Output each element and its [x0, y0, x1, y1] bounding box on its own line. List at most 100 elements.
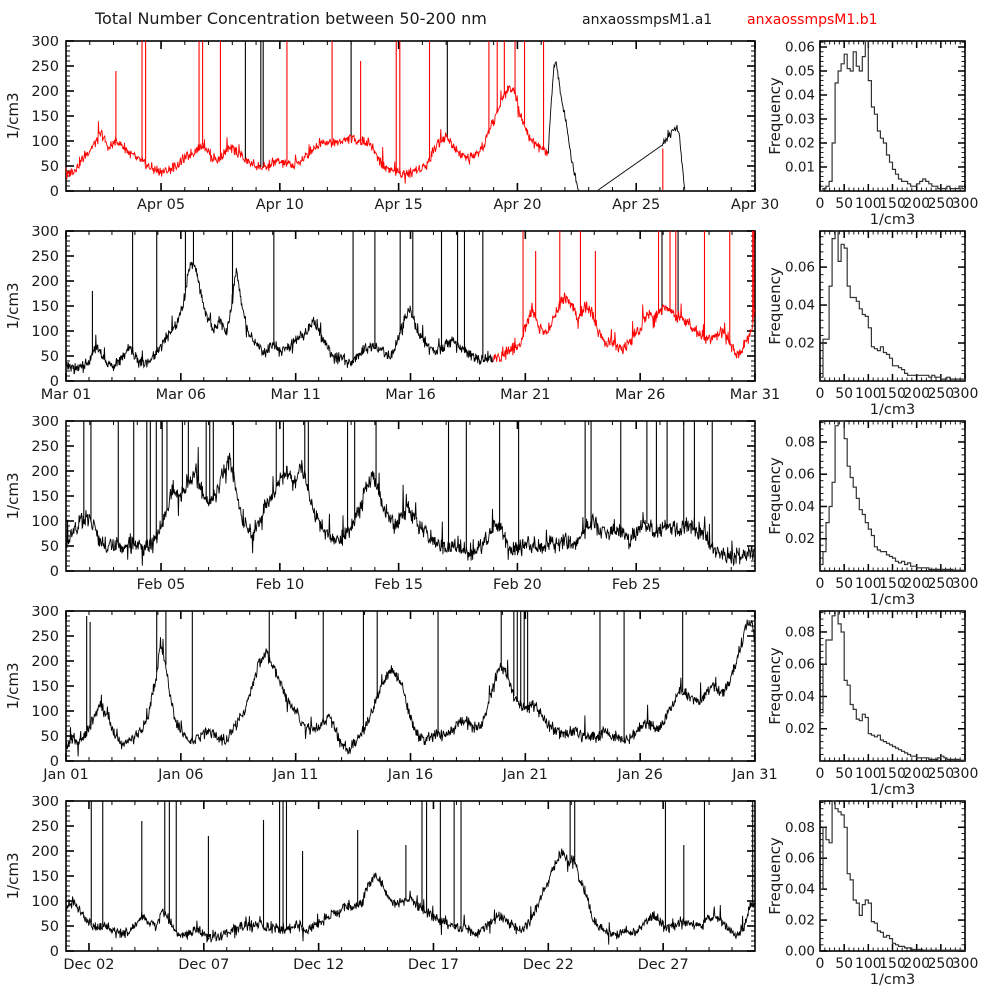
series-red-apr — [65, 84, 549, 184]
svg-text:300: 300 — [952, 576, 979, 592]
svg-text:1/cm3: 1/cm3 — [870, 212, 915, 226]
svg-text:Mar 26: Mar 26 — [615, 387, 665, 403]
svg-text:Frequency: Frequency — [766, 837, 784, 915]
svg-text:100: 100 — [855, 766, 882, 782]
svg-text:Jan 21: Jan 21 — [502, 767, 548, 783]
svg-text:Frequency: Frequency — [766, 647, 784, 725]
svg-text:0: 0 — [816, 766, 825, 782]
svg-text:0.04: 0.04 — [785, 88, 815, 104]
svg-text:Apr 05: Apr 05 — [137, 197, 185, 213]
svg-text:200: 200 — [31, 654, 59, 670]
svg-text:0.02: 0.02 — [785, 913, 815, 929]
svg-text:250: 250 — [927, 196, 954, 212]
svg-text:50: 50 — [835, 956, 853, 972]
svg-text:Feb 15: Feb 15 — [374, 577, 423, 593]
svg-text:Mar 11: Mar 11 — [270, 387, 320, 403]
svg-text:Dec 07: Dec 07 — [178, 957, 229, 973]
svg-text:Jan 16: Jan 16 — [387, 767, 433, 783]
svg-text:100: 100 — [31, 324, 59, 340]
series-black-dec — [65, 848, 756, 945]
svg-text:150: 150 — [31, 679, 59, 695]
svg-text:Feb 25: Feb 25 — [612, 577, 661, 593]
svg-text:100: 100 — [31, 134, 59, 150]
svg-text:Jan 26: Jan 26 — [616, 767, 662, 783]
svg-text:0: 0 — [816, 956, 825, 972]
svg-text:50: 50 — [835, 576, 853, 592]
svg-text:Dec 22: Dec 22 — [523, 957, 574, 973]
svg-text:0.05: 0.05 — [785, 64, 815, 80]
svg-text:Mar 31: Mar 31 — [730, 387, 780, 403]
svg-text:50: 50 — [41, 159, 59, 175]
svg-text:Frequency: Frequency — [766, 267, 784, 345]
svg-text:0.04: 0.04 — [785, 689, 815, 705]
svg-text:0: 0 — [50, 754, 59, 770]
svg-text:0: 0 — [50, 374, 59, 390]
svg-text:200: 200 — [31, 274, 59, 290]
histogram-outline-apr — [820, 40, 966, 192]
svg-text:300: 300 — [31, 416, 59, 430]
svg-text:200: 200 — [903, 766, 930, 782]
panel-row-mar: Mar 01 Mar 06 Mar 11 Mar 16 Mar 21 Mar 26 Mar … — [4, 226, 979, 416]
svg-text:150: 150 — [31, 299, 59, 315]
series-black-apr — [597, 144, 663, 191]
svg-text:0: 0 — [50, 564, 59, 580]
svg-text:0.08: 0.08 — [785, 820, 815, 836]
svg-text:Frequency: Frequency — [766, 457, 784, 535]
svg-text:Apr 20: Apr 20 — [493, 197, 541, 213]
svg-text:Mar 01: Mar 01 — [41, 387, 91, 403]
svg-text:0.06: 0.06 — [785, 657, 815, 673]
svg-text:250: 250 — [31, 249, 59, 265]
svg-text:250: 250 — [31, 59, 59, 75]
svg-text:100: 100 — [855, 956, 882, 972]
panel-row-dec: Dec 02 Dec 07 Dec 12 Dec 17 Dec 22 Dec 270501… — [4, 796, 978, 986]
timeseries-plot-jan: Jan 01 Jan 06 Jan 11 Jan 16 Jan 21 Jan 26 Jan … — [4, 606, 778, 783]
svg-text:300: 300 — [952, 386, 979, 402]
svg-text:200: 200 — [903, 386, 930, 402]
series-red-mar — [492, 292, 756, 363]
svg-text:300: 300 — [31, 36, 59, 50]
svg-text:0: 0 — [816, 576, 825, 592]
svg-text:0.02: 0.02 — [785, 136, 815, 152]
svg-text:250: 250 — [31, 819, 59, 835]
svg-text:150: 150 — [31, 109, 59, 125]
svg-text:0.02: 0.02 — [785, 721, 815, 737]
svg-text:Jan 06: Jan 06 — [157, 767, 203, 783]
svg-text:Dec 02: Dec 02 — [63, 957, 114, 973]
svg-text:300: 300 — [31, 606, 59, 620]
svg-text:0.00: 0.00 — [785, 944, 815, 960]
svg-text:Jan 11: Jan 11 — [272, 767, 318, 783]
svg-text:200: 200 — [31, 84, 59, 100]
svg-text:1/cm3: 1/cm3 — [4, 473, 22, 520]
svg-text:100: 100 — [855, 576, 882, 592]
svg-text:Apr 25: Apr 25 — [612, 197, 660, 213]
svg-text:Apr 30: Apr 30 — [731, 197, 779, 213]
svg-text:50: 50 — [41, 919, 59, 935]
svg-text:1/cm3: 1/cm3 — [4, 93, 22, 140]
svg-text:250: 250 — [31, 629, 59, 645]
svg-text:Mar 21: Mar 21 — [500, 387, 550, 403]
timeseries-plot-mar: Mar 01 Mar 06 Mar 11 Mar 16 Mar 21 Mar 26 Mar … — [4, 226, 780, 403]
figure-title: Total Number Concentration between 50-20… — [95, 9, 487, 28]
svg-text:0.02: 0.02 — [785, 531, 815, 547]
svg-text:Feb 05: Feb 05 — [137, 577, 186, 593]
svg-text:0.08: 0.08 — [785, 434, 815, 450]
panel-row-jan: Jan 01 Jan 06 Jan 11 Jan 16 Jan 21 Jan 26 Jan … — [4, 606, 978, 796]
svg-text:0.04: 0.04 — [785, 882, 815, 898]
timeseries-plot-feb: Feb 05 Feb 10 Feb 15 Feb 20 Feb 25 0 50 100 150 2… — [4, 416, 756, 593]
svg-text:Dec 27: Dec 27 — [638, 957, 689, 973]
svg-text:0: 0 — [50, 944, 59, 960]
svg-text:Mar 06: Mar 06 — [156, 387, 206, 403]
svg-text:Dec 17: Dec 17 — [408, 957, 459, 973]
svg-text:300: 300 — [31, 796, 59, 810]
svg-text:0.01: 0.01 — [785, 160, 815, 176]
svg-text:1/cm3: 1/cm3 — [4, 853, 22, 900]
svg-text:0.06: 0.06 — [785, 260, 815, 276]
svg-text:250: 250 — [31, 439, 59, 455]
svg-text:0.06: 0.06 — [785, 40, 815, 56]
svg-text:50: 50 — [835, 766, 853, 782]
svg-text:50: 50 — [835, 386, 853, 402]
svg-text:150: 150 — [31, 869, 59, 885]
svg-text:250: 250 — [927, 576, 954, 592]
